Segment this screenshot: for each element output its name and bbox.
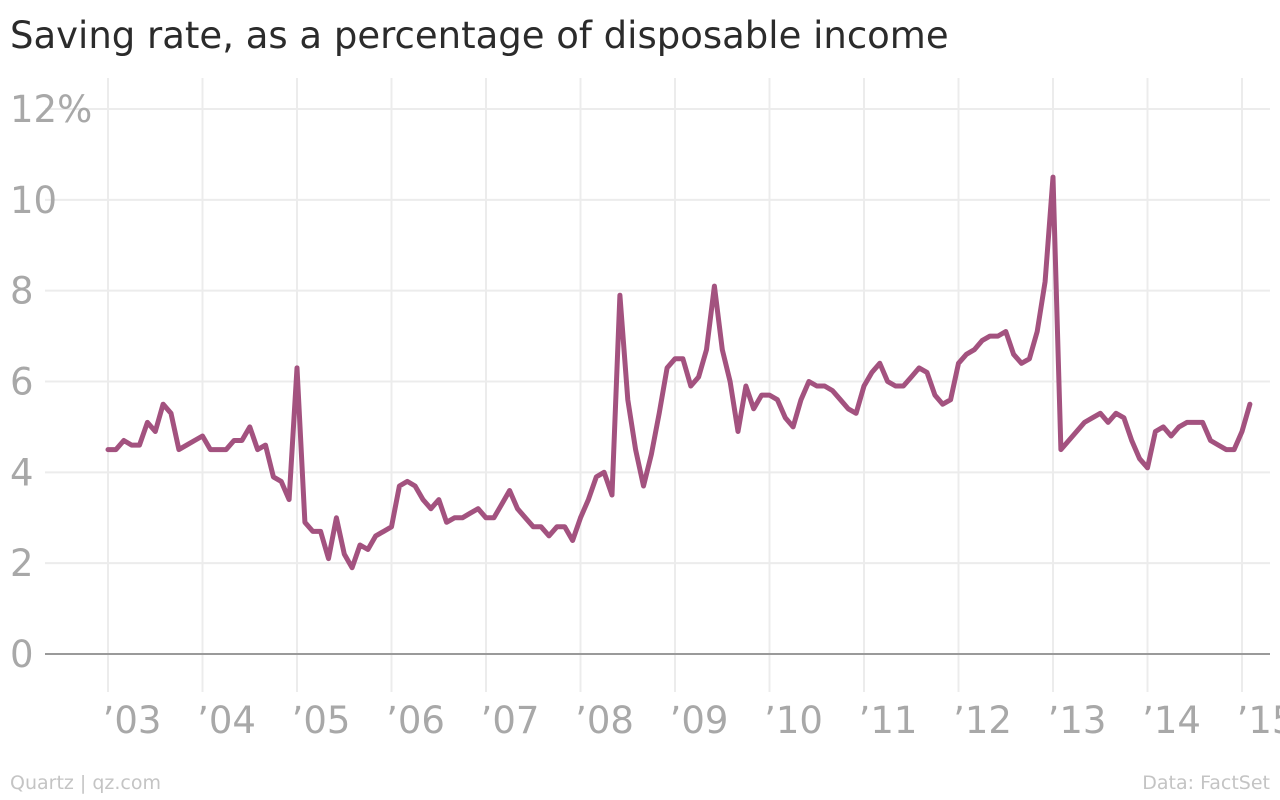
series-layer [105, 174, 1253, 571]
y-tick-label-0: 0 [10, 633, 34, 676]
y-tick-label-6: 6 [10, 361, 34, 404]
credit-text: Quartz | qz.com [10, 772, 162, 794]
x-tick-label-2007: ’07 [481, 699, 540, 742]
chart-title: Saving rate, as a percentage of disposab… [10, 14, 949, 57]
y-axis-tick-labels: 0 2 4 6 8 10 12% [10, 88, 92, 676]
y-tick-label-12: 12% [10, 88, 92, 131]
x-tick-label-2012: ’12 [953, 699, 1012, 742]
series-line-0 [105, 174, 1253, 571]
x-tick-label-2005: ’05 [292, 699, 351, 742]
x-tick-label-2004: ’04 [197, 699, 256, 742]
x-tick-label-2015: ’15 [1237, 699, 1280, 742]
horizontal-gridlines [45, 108, 1270, 655]
x-tick-label-2009: ’09 [670, 699, 729, 742]
y-tick-label-4: 4 [10, 451, 34, 494]
x-tick-label-2003: ’03 [103, 699, 162, 742]
x-tick-label-2010: ’10 [764, 699, 823, 742]
vertical-gridlines [107, 78, 1243, 692]
x-tick-label-2006: ’06 [386, 699, 445, 742]
y-tick-label-2: 2 [10, 542, 34, 585]
x-tick-label-2013: ’13 [1048, 699, 1107, 742]
y-tick-label-8: 8 [10, 270, 34, 313]
x-tick-label-2008: ’08 [575, 699, 634, 742]
x-axis-tick-labels: ’03 ’04 ’05 ’06 ’07 ’08 ’09 ’10 ’11 ’12 ’13 ’14 ’15 [103, 699, 1280, 742]
x-tick-label-2011: ’11 [859, 699, 918, 742]
x-tick-label-2014: ’14 [1142, 699, 1201, 742]
source-text: Data: FactSet [1142, 772, 1270, 794]
y-tick-label-10: 10 [10, 179, 57, 222]
